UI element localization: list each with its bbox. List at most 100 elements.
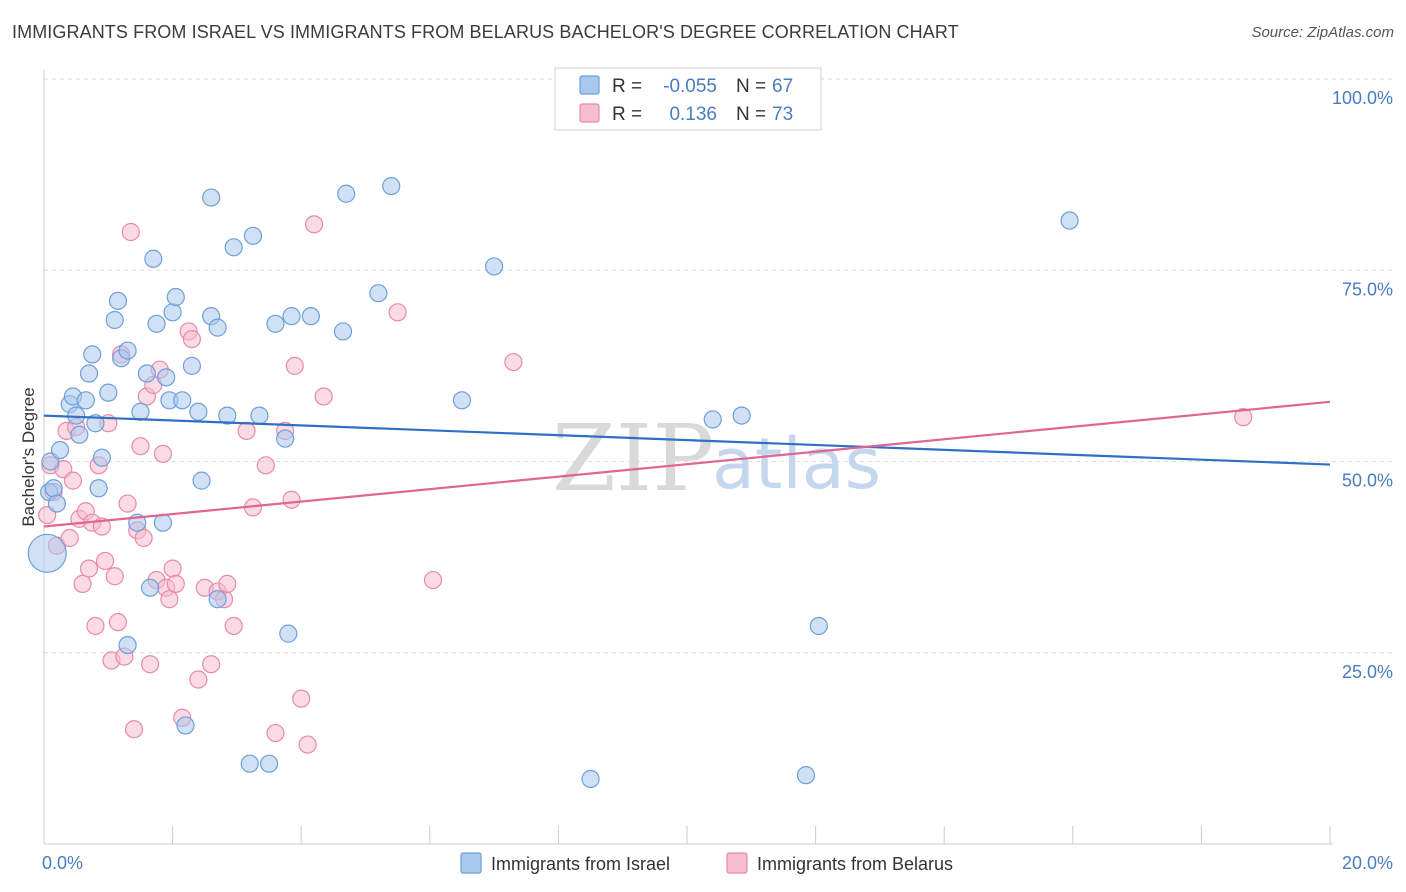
y-tick-label: 25.0% bbox=[1342, 662, 1393, 682]
israel-point bbox=[108, 291, 128, 310]
israel-point bbox=[301, 307, 320, 326]
israel-point bbox=[47, 494, 66, 513]
belarus-point bbox=[224, 616, 243, 636]
watermark: ZIP atlas bbox=[552, 405, 881, 512]
israel-point bbox=[70, 425, 89, 444]
watermark-zip: ZIP bbox=[552, 405, 714, 512]
israel-point bbox=[176, 716, 195, 735]
trend-lines bbox=[43, 400, 1331, 528]
legend-box: R = -0.055 N = 67 R = 0.136 N = 73 bbox=[554, 67, 822, 131]
bottom-legend-swatch-israel bbox=[460, 852, 482, 874]
israel-point bbox=[452, 391, 472, 410]
belarus-point bbox=[140, 655, 160, 674]
israel-point bbox=[279, 624, 298, 643]
israel-point bbox=[79, 364, 99, 383]
israel-point bbox=[99, 383, 118, 402]
belarus-point bbox=[60, 528, 79, 548]
belarus-point bbox=[256, 456, 275, 475]
bottom-legend-label-israel: Immigrants from Israel bbox=[491, 854, 670, 874]
grid-lines bbox=[44, 78, 1393, 654]
israel-point bbox=[50, 440, 70, 460]
israel-point bbox=[27, 533, 67, 573]
x-tick-label-max: 20.0% bbox=[1342, 853, 1393, 873]
legend-n-label-israel: N = bbox=[736, 76, 766, 97]
israel-point bbox=[118, 341, 137, 360]
israel-point bbox=[224, 238, 243, 257]
belarus-point bbox=[124, 720, 144, 739]
israel-point bbox=[92, 448, 111, 467]
legend-swatch-belarus bbox=[579, 103, 600, 123]
y-tick-label: 100.0% bbox=[1332, 88, 1393, 108]
israel-point bbox=[166, 287, 185, 307]
israel-point bbox=[163, 303, 182, 322]
y-tick-labels: 100.0% 75.0% 50.0% 25.0% bbox=[1332, 88, 1393, 682]
israel-point bbox=[337, 184, 356, 203]
israel-point bbox=[86, 414, 105, 433]
y-tick-label: 50.0% bbox=[1342, 471, 1393, 491]
belarus-point bbox=[314, 387, 333, 406]
belarus-point bbox=[163, 559, 182, 578]
israel-point bbox=[243, 226, 263, 245]
israel-point bbox=[192, 471, 211, 490]
israel-point bbox=[137, 364, 156, 383]
israel-point bbox=[118, 635, 137, 655]
israel-point bbox=[157, 368, 176, 387]
belarus-point bbox=[298, 735, 317, 754]
israel-point bbox=[147, 314, 166, 333]
belarus-point bbox=[285, 356, 304, 375]
belarus-point bbox=[182, 330, 201, 349]
belarus-point bbox=[73, 574, 92, 594]
israel-point bbox=[282, 307, 301, 326]
israel-point bbox=[144, 249, 163, 268]
belarus-point bbox=[95, 551, 115, 571]
bottom-legend-swatch-belarus bbox=[726, 852, 748, 874]
belarus-point bbox=[237, 421, 256, 440]
israel-point bbox=[369, 284, 388, 303]
legend-r-label-israel: R = bbox=[612, 76, 642, 97]
israel-point bbox=[240, 754, 259, 773]
belarus-point bbox=[108, 613, 128, 632]
israel-point bbox=[76, 391, 95, 410]
legend-n-value-israel: 67 bbox=[772, 76, 793, 97]
israel-point bbox=[266, 314, 285, 333]
israel-point bbox=[153, 513, 173, 532]
belarus-point bbox=[153, 444, 173, 463]
israel-point bbox=[485, 257, 504, 276]
israel-point bbox=[581, 769, 600, 789]
x-tick-labels: 0.0% 20.0% bbox=[42, 853, 1393, 873]
israel-point bbox=[250, 406, 269, 425]
israel-point bbox=[105, 310, 124, 330]
israel-point bbox=[732, 406, 751, 425]
belarus-point bbox=[202, 655, 221, 674]
belarus-point bbox=[282, 490, 301, 509]
legend-r-value-israel: -0.055 bbox=[663, 76, 717, 97]
belarus-point bbox=[121, 222, 140, 242]
israel-point bbox=[182, 356, 201, 375]
bottom-legend-label-belarus: Immigrants from Belarus bbox=[757, 854, 953, 874]
israel-point bbox=[333, 322, 353, 341]
belarus-point bbox=[189, 670, 208, 689]
israel-point bbox=[703, 410, 722, 429]
israel-point bbox=[44, 479, 63, 498]
belarus-point bbox=[423, 570, 443, 590]
y-axis-label: Bachelor's Degree bbox=[19, 387, 38, 526]
israel-point bbox=[202, 188, 221, 207]
israel-trend-line bbox=[43, 414, 1331, 466]
legend-n-label-belarus: N = bbox=[736, 104, 766, 125]
legend-swatch-israel bbox=[579, 75, 600, 95]
belarus-point bbox=[105, 567, 124, 586]
belarus-trend-line bbox=[43, 400, 1331, 528]
belarus-point bbox=[134, 528, 153, 548]
israel-point bbox=[276, 429, 295, 448]
belarus-point bbox=[79, 559, 99, 578]
belarus-point bbox=[63, 471, 83, 490]
x-tick-label-min: 0.0% bbox=[42, 853, 83, 873]
israel-point bbox=[208, 590, 227, 609]
belarus-point bbox=[166, 574, 185, 594]
x-tick-marks bbox=[43, 826, 1331, 844]
belarus-point bbox=[304, 215, 324, 234]
belarus-point bbox=[388, 303, 407, 322]
legend-r-value-belarus: 0.136 bbox=[669, 104, 717, 125]
israel-point bbox=[796, 766, 816, 785]
israel-point bbox=[83, 345, 102, 364]
